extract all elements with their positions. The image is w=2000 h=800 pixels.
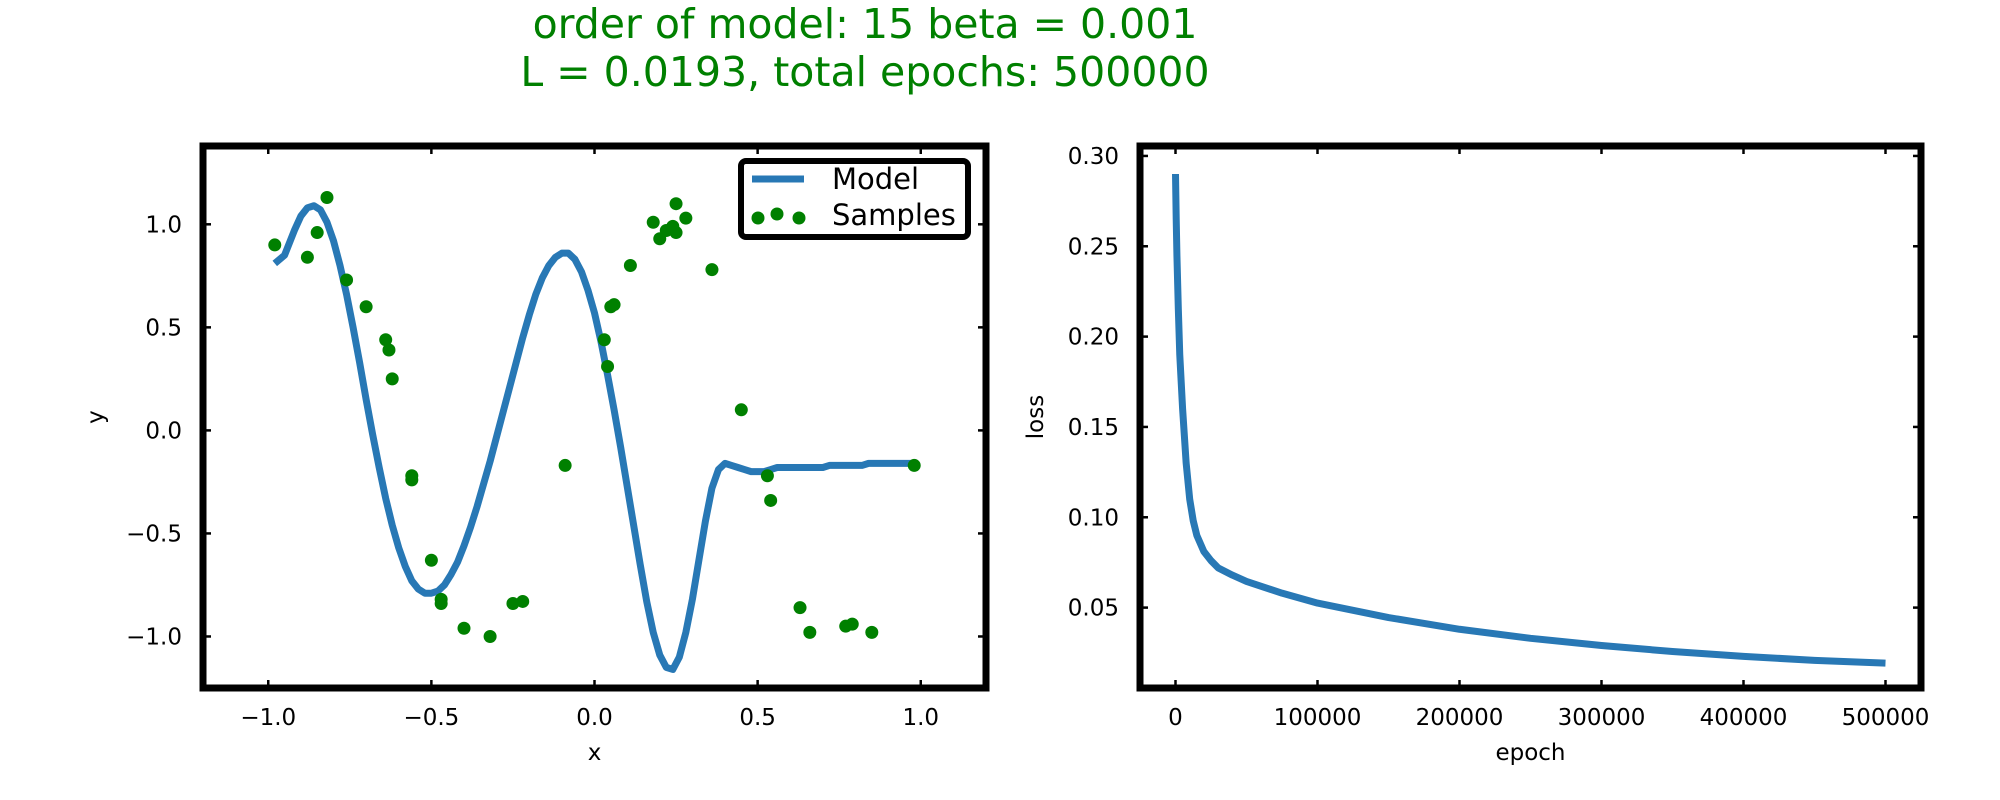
fit-ytick-label: 1.0 [145, 212, 182, 238]
sample-point [679, 211, 693, 225]
loss-curve-panel: 0 100000 200000 300000 400000 500000 0.05 0.10 0… [1023, 142, 1930, 766]
loss-axes-frame [1136, 142, 1925, 692]
sample-point [907, 458, 921, 472]
fit-ytick-label: 0.0 [145, 418, 182, 444]
loss-xtick-label: 400000 [1700, 705, 1788, 731]
sample-point [734, 403, 748, 417]
sample-point [405, 469, 419, 483]
sample-point [623, 259, 637, 273]
fit-ytick-label: −0.5 [126, 521, 182, 547]
sample-point [310, 226, 324, 240]
loss-ytick-label: 0.10 [1068, 505, 1119, 531]
sample-point [385, 372, 399, 386]
fit-ytick-label: 0.5 [145, 315, 182, 341]
sample-point [865, 625, 879, 639]
sample-point [457, 621, 471, 635]
sample-point [483, 629, 497, 643]
fit-xtick-label: −1.0 [240, 705, 296, 731]
sample-point [793, 601, 807, 615]
sample-point [516, 594, 530, 608]
fit-xtick-label: 1.0 [902, 705, 939, 731]
loss-ytick-label: 0.15 [1068, 415, 1119, 441]
sample-point [669, 226, 683, 240]
legend-label-samples: Samples [832, 198, 956, 232]
sample-point [340, 273, 354, 287]
fit-ytick-label: −1.0 [126, 624, 182, 650]
sample-point [705, 263, 719, 277]
loss-xtick-label: 300000 [1558, 705, 1646, 731]
fit-series-line-model [272, 202, 915, 673]
sample-point [845, 617, 859, 631]
loss-xtick-label: 500000 [1842, 705, 1930, 731]
sample-point [434, 597, 448, 611]
model-fit-panel: −1.0 −0.5 0.0 0.5 1.0 −1.0 −0.5 0.0 0.5 1.0 x y Mode… [83, 142, 990, 766]
figure-title-line-2: L = 0.0193, total epochs: 500000 [520, 48, 1210, 96]
loss-ytick-label: 0.20 [1068, 325, 1119, 351]
loss-ytick-label: 0.25 [1068, 234, 1119, 260]
sample-point [558, 458, 572, 472]
figure-title-line-1: order of model: 15 beta = 0.001 [532, 0, 1198, 48]
sample-point [359, 300, 373, 314]
sample-point [300, 250, 314, 264]
sample-point [764, 493, 778, 507]
sample-point [597, 333, 611, 347]
legend-samples-marker [770, 207, 784, 221]
fit-xtick-label: −0.5 [403, 705, 459, 731]
legend-label-model: Model [832, 162, 919, 196]
sample-point [382, 343, 396, 357]
sample-point [424, 553, 438, 567]
legend-samples-marker [792, 211, 806, 225]
loss-series-line-loss [1172, 173, 1886, 667]
figure-title: order of model: 15 beta = 0.001 L = 0.01… [0, 0, 1730, 96]
sample-point [320, 191, 334, 205]
sample-point [268, 238, 282, 252]
sample-point [379, 333, 393, 347]
sample-point [607, 298, 621, 312]
fit-xtick-label: 0.5 [739, 705, 776, 731]
sample-point [803, 625, 817, 639]
fit-y-axis-label: y [83, 410, 109, 424]
loss-xtick-label: 200000 [1416, 705, 1504, 731]
sample-point [760, 469, 774, 483]
loss-xtick-label: 0 [1168, 705, 1183, 731]
sample-point [601, 360, 615, 374]
sample-point [506, 597, 520, 611]
loss-x-axis-label: epoch [1495, 740, 1565, 766]
loss-ytick-label: 0.05 [1068, 596, 1119, 622]
legend-samples-marker [751, 211, 765, 225]
fit-xtick-label: 0.0 [576, 705, 613, 731]
loss-ytick-label: 0.30 [1068, 144, 1119, 170]
fit-x-axis-label: x [588, 740, 602, 766]
sample-point [646, 215, 660, 229]
sample-point [669, 197, 683, 211]
loss-y-axis-label: loss [1023, 395, 1049, 439]
loss-xtick-label: 100000 [1274, 705, 1362, 731]
